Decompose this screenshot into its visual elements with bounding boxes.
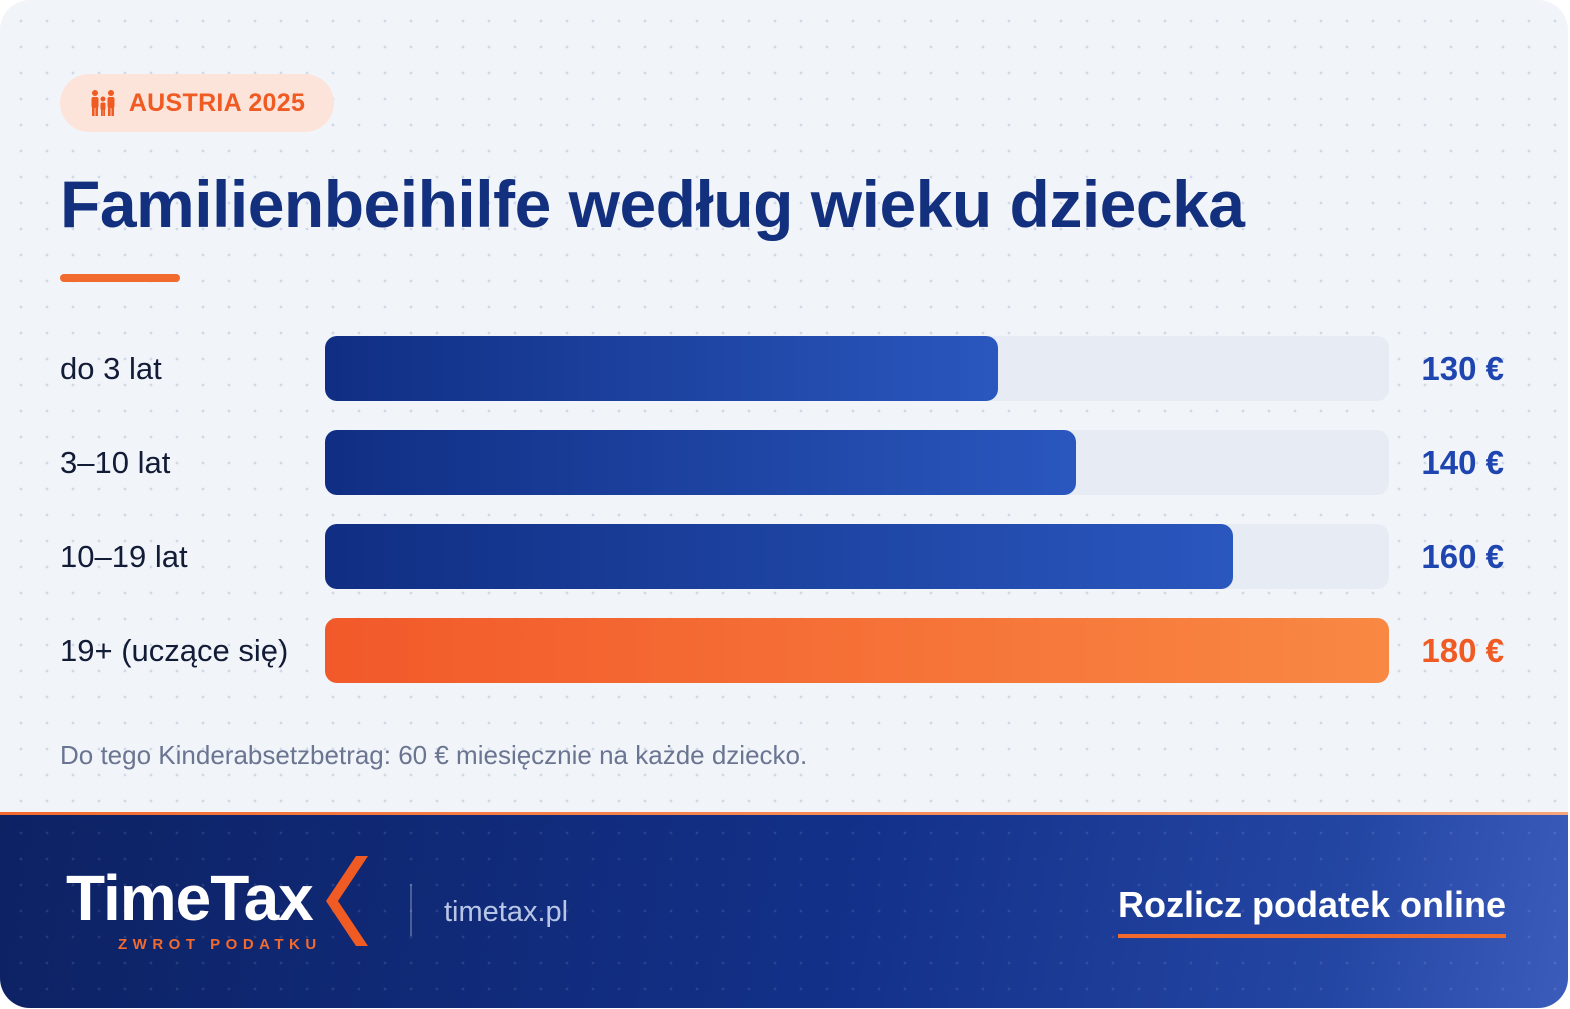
website-link[interactable]: timetax.pl bbox=[444, 896, 569, 928]
category-label: do 3 lat bbox=[60, 350, 162, 386]
bar bbox=[325, 618, 1389, 683]
value-label: 140 € bbox=[1421, 443, 1504, 481]
logo-wordmark: TimeTax bbox=[66, 862, 314, 934]
bar bbox=[325, 336, 998, 401]
cta-link[interactable]: Rozlicz podatek online bbox=[1117, 884, 1506, 938]
footer-divider bbox=[410, 884, 412, 936]
value-label: 130 € bbox=[1421, 349, 1504, 387]
bar-track bbox=[325, 336, 1389, 401]
bar-track bbox=[325, 524, 1389, 589]
bar-track bbox=[325, 430, 1389, 495]
footer-banner bbox=[0, 812, 1568, 1008]
logo-tagline: ZWROT PODATKU bbox=[118, 936, 322, 953]
bar bbox=[325, 524, 1233, 589]
logo-chevron-icon bbox=[326, 856, 368, 946]
category-label: 3–10 lat bbox=[60, 444, 171, 480]
title-accent-line bbox=[60, 274, 180, 282]
family-icon bbox=[91, 90, 115, 116]
category-label: 10–19 lat bbox=[60, 538, 188, 574]
country-year-badge: AUSTRIA 2025 bbox=[60, 74, 334, 132]
timetax-logo[interactable]: TimeTax ZWROT PODATKU bbox=[66, 856, 386, 966]
badge-label: AUSTRIA 2025 bbox=[128, 88, 306, 117]
chart-title: Familienbeihilfe według wieku dziecka bbox=[60, 167, 1245, 241]
value-label: 180 € bbox=[1421, 631, 1504, 669]
footer-top-border bbox=[0, 812, 1568, 815]
value-label: 160 € bbox=[1421, 537, 1504, 575]
bar-track bbox=[325, 618, 1389, 683]
bar bbox=[325, 430, 1076, 495]
footnote: Do tego Kinderabsetzbetrag: 60 € miesięc… bbox=[60, 740, 808, 770]
category-label: 19+ (uczące się) bbox=[60, 632, 289, 668]
